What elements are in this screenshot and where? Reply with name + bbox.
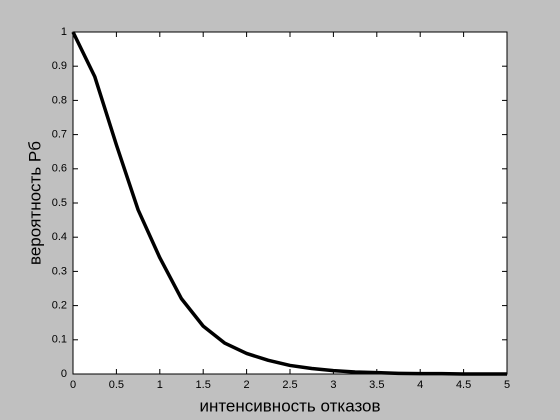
x-tick-label: 5 <box>504 379 510 391</box>
y-tick-label: 0.8 <box>52 94 67 106</box>
x-tick-label: 0 <box>70 379 76 391</box>
y-tick-label: 0.5 <box>52 197 67 209</box>
x-tick-label: 3 <box>330 379 336 391</box>
x-tick-label: 3.5 <box>369 379 384 391</box>
x-axis-label: интенсивность отказов <box>199 396 380 415</box>
x-tick-label: 2 <box>244 379 250 391</box>
y-tick-label: 0.4 <box>52 231 67 243</box>
y-tick-label: 0.9 <box>52 60 67 72</box>
y-axis-label: вероятность Рб <box>25 141 44 265</box>
y-tick-label: 0 <box>61 368 67 380</box>
axes-box <box>72 31 508 375</box>
x-tick-label: 1 <box>157 379 163 391</box>
y-tick-label: 0.2 <box>52 300 67 312</box>
data-line <box>71 31 507 376</box>
y-tick-label: 0.1 <box>52 334 67 346</box>
x-tick-label: 2.5 <box>282 379 297 391</box>
y-tick-label: 1 <box>61 26 67 38</box>
x-tick-label: 1.5 <box>196 379 211 391</box>
x-tick-label: 0.5 <box>109 379 124 391</box>
y-tick-label: 0.7 <box>52 129 67 141</box>
y-tick-label: 0.6 <box>52 163 67 175</box>
x-tick-label: 4 <box>417 379 423 391</box>
x-tick-label: 4.5 <box>456 379 471 391</box>
y-tick-label: 0.3 <box>52 265 67 277</box>
